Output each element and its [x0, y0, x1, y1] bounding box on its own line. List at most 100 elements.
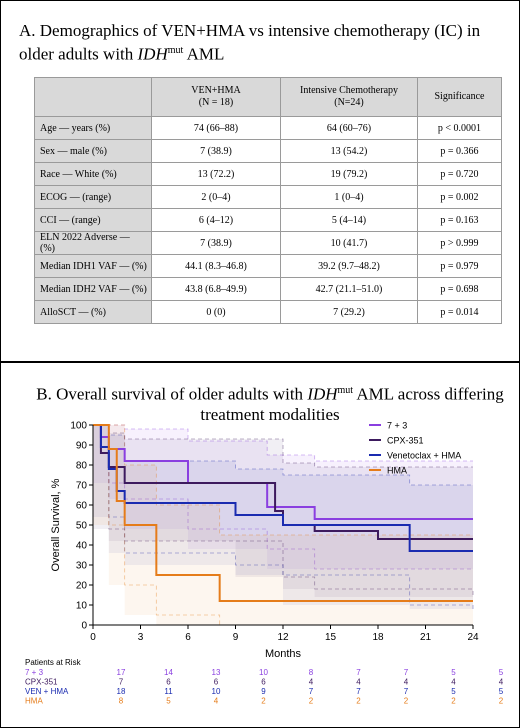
legend-label: 7 + 3	[387, 421, 407, 431]
survival-curve	[93, 424, 473, 520]
ci-upper-line	[93, 424, 473, 462]
risk-count: 17	[117, 668, 126, 677]
cell-significance: p = 0.698	[417, 277, 502, 301]
risk-count: 18	[117, 687, 126, 696]
cell-ven-hma: 43.8 (6.8–49.9)	[151, 277, 281, 301]
cell-ven-hma: 2 (0–4)	[151, 185, 281, 209]
cell-significance: p > 0.999	[417, 231, 502, 255]
x-tick-label: 21	[420, 632, 432, 643]
ci-lower-line	[93, 424, 473, 570]
y-tick-label: 30	[76, 561, 88, 572]
ci-lower-line	[93, 424, 474, 609]
risk-count: 7	[119, 678, 124, 687]
risk-count: 5	[166, 697, 171, 706]
row-label: Sex — male (%)	[34, 139, 152, 163]
cell-ic: 7 (29.2)	[280, 300, 418, 324]
risk-count: 14	[164, 668, 173, 677]
header-ven-hma: VEN+HMA (N = 18)	[151, 77, 281, 117]
ci-lower-line	[93, 424, 473, 626]
risk-count: 2	[404, 697, 409, 706]
title-b-italic: IDH	[307, 384, 338, 404]
y-tick-label: 90	[76, 441, 88, 452]
table-row: ELN 2022 Adverse — (%) 7 (38.9) 10 (41.7) p…	[34, 231, 502, 255]
risk-count: 4	[404, 678, 409, 687]
risk-count: 5	[451, 687, 456, 696]
risk-count: 4	[309, 678, 314, 687]
y-axis-label: Overall Survival, %	[50, 478, 62, 571]
x-tick-label: 0	[90, 632, 96, 643]
x-tick-label: 24	[467, 632, 479, 643]
table-row: Median IDH1 VAF — (%) 44.1 (8.3–46.8) 39.2…	[34, 254, 502, 278]
cell-ic: 5 (4–14)	[280, 208, 418, 232]
title-a-suffix: AML	[183, 44, 225, 64]
risk-count: 11	[164, 687, 173, 696]
row-label: Race — White (%)	[34, 162, 152, 186]
cell-significance: p = 0.366	[417, 139, 502, 163]
y-tick-label: 70	[76, 481, 88, 492]
table-row: CCI — (range) 6 (4–12) 5 (4–14) p = 0.163	[34, 208, 502, 232]
risk-count: 2	[451, 697, 456, 706]
cell-ven-hma: 44.1 (8.3–46.8)	[151, 254, 281, 278]
risk-row-label: VEN + HMA	[25, 687, 69, 696]
cell-ic: 19 (79.2)	[280, 162, 418, 186]
risk-count: 2	[356, 697, 361, 706]
cell-ven-hma: 6 (4–12)	[151, 208, 281, 232]
title-a-italic: IDH	[137, 44, 168, 64]
table-body: Age — years (%) 74 (66–88) 64 (60–76) p < 0…	[34, 116, 502, 324]
legend-label: Venetoclax + HMA	[387, 451, 461, 461]
risk-count: 2	[309, 697, 314, 706]
y-tick-label: 80	[76, 461, 88, 472]
cell-ic: 39.2 (9.7–48.2)	[280, 254, 418, 278]
risk-count: 7	[356, 668, 361, 677]
cell-ven-hma: 7 (38.9)	[151, 231, 281, 255]
risk-count: 4	[356, 678, 361, 687]
table-row: Race — White (%) 13 (72.2) 19 (79.2) p = 0.…	[34, 162, 502, 186]
title-b-sup: mut	[337, 385, 354, 396]
risk-count: 7	[404, 668, 409, 677]
y-tick-label: 0	[81, 621, 87, 632]
cell-ic: 13 (54.2)	[280, 139, 418, 163]
ci-lower-line	[93, 424, 474, 597]
risk-count: 6	[261, 678, 266, 687]
risk-count: 6	[166, 678, 171, 687]
y-tick-label: 40	[76, 541, 88, 552]
risk-count: 4	[499, 678, 504, 687]
risk-count: 9	[261, 687, 266, 696]
risk-count: 7	[356, 687, 361, 696]
header-ic: Intensive Chemotherapy (N=24)	[280, 77, 418, 117]
header-significance: Significance	[417, 77, 502, 117]
y-tick-label: 10	[76, 601, 88, 612]
cell-ven-hma: 13 (72.2)	[151, 162, 281, 186]
x-tick-label: 15	[325, 632, 337, 643]
title-a-sup: mut	[167, 45, 184, 56]
header-empty	[34, 77, 152, 117]
panel-demographics: A. Demographics of VEN+HMA vs intensive …	[0, 0, 520, 362]
x-tick-label: 18	[372, 632, 384, 643]
risk-count: 6	[214, 678, 219, 687]
y-tick-label: 20	[76, 581, 88, 592]
row-label: AlloSCT — (%)	[34, 300, 152, 324]
table-row: Median IDH2 VAF — (%) 43.8 (6.8–49.9) 42.7…	[34, 277, 502, 301]
risk-count: 8	[119, 697, 124, 706]
risk-row-label: 7 + 3	[25, 668, 44, 677]
row-label: ECOG — (range)	[34, 185, 152, 209]
legend-label: CPX-351	[387, 436, 424, 446]
cell-significance: p = 0.979	[417, 254, 502, 278]
table-row: AlloSCT — (%) 0 (0) 7 (29.2) p = 0.014	[34, 300, 502, 324]
y-tick-label: 100	[70, 421, 87, 432]
cell-ic: 42.7 (21.1–51.0)	[280, 277, 418, 301]
x-tick-label: 12	[277, 632, 289, 643]
cell-significance: p < 0.0001	[417, 116, 502, 140]
y-tick-label: 50	[76, 521, 88, 532]
risk-count: 10	[212, 687, 221, 696]
risk-count: 2	[261, 697, 266, 706]
table-row: ECOG — (range) 2 (0–4) 1 (0–4) p = 0.002	[34, 185, 502, 209]
cell-significance: p = 0.720	[417, 162, 502, 186]
cell-significance: p = 0.014	[417, 300, 502, 324]
cell-ic: 1 (0–4)	[280, 185, 418, 209]
cell-ven-hma: 74 (66–88)	[151, 116, 281, 140]
risk-count: 4	[451, 678, 456, 687]
risk-count: 13	[212, 668, 221, 677]
y-tick-label: 60	[76, 501, 88, 512]
x-axis-label: Months	[265, 648, 302, 660]
